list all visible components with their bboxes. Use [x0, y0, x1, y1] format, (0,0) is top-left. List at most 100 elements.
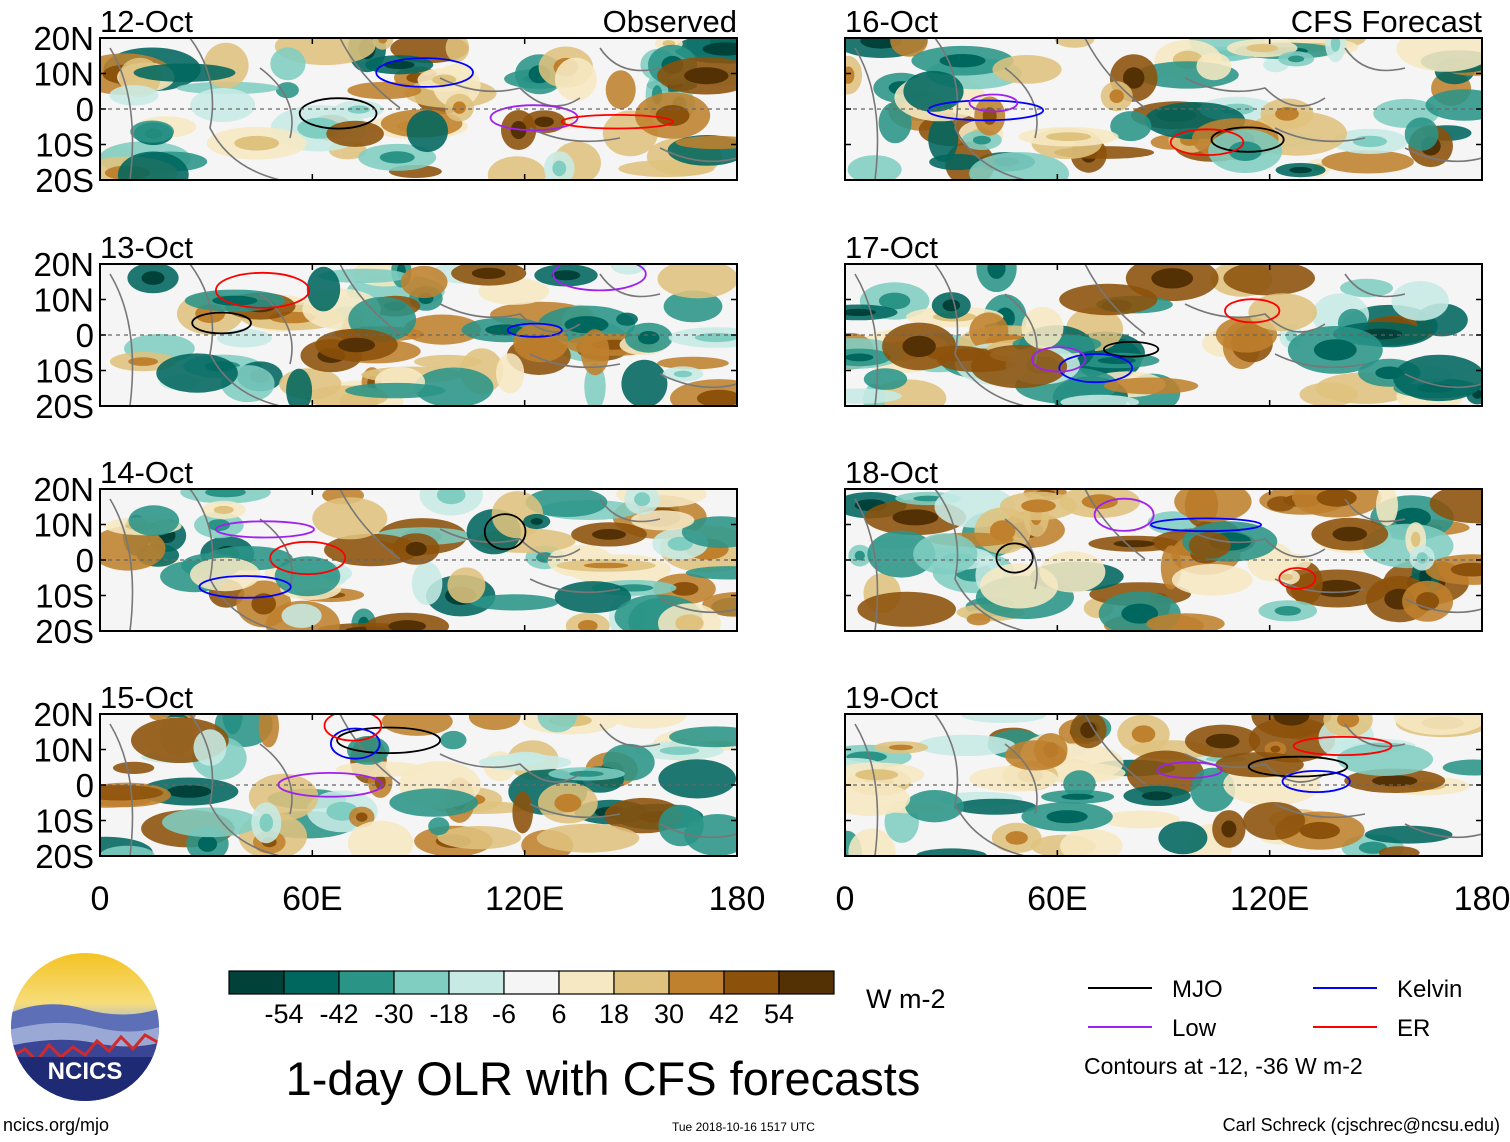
olr-panel: 19-Oct [844, 680, 1483, 857]
x-tick-label: 0 [836, 880, 855, 918]
x-axis-tick-labels: 0 60E 120E 180 0 60E 120E 180 [91, 880, 1510, 918]
figure-title: 1-day OLR with CFS forecasts [286, 1052, 921, 1105]
panel-date-label: 19-Oct [845, 680, 938, 715]
column-header: Observed [603, 4, 737, 39]
y-tick-label: 10S [35, 353, 94, 390]
panel-date-label: 13-Oct [100, 230, 193, 265]
coastline [854, 714, 1482, 856]
legend-label: Low [1172, 1015, 1217, 1042]
contour [1169, 128, 1245, 156]
panel-date-label: 14-Oct [100, 455, 193, 490]
contour [1156, 761, 1223, 779]
panel-date-label: 16-Oct [845, 4, 938, 39]
olr-panel: 16-Oct CFS Forecast [844, 4, 1483, 181]
contour [483, 513, 527, 551]
contour [198, 575, 292, 599]
contour [336, 726, 442, 754]
y-tick-label: 10N [33, 507, 94, 544]
colorbar-tick-label: -6 [492, 999, 516, 1029]
colorbar-tick-label: -54 [264, 999, 303, 1029]
contour [1278, 567, 1317, 590]
coastline [109, 38, 737, 180]
coastline [854, 489, 1482, 631]
colorbar-swatch [228, 970, 285, 995]
contour [298, 97, 378, 130]
olr-field [100, 489, 737, 631]
contour [1247, 755, 1349, 778]
olr-panel: 17-Oct [844, 230, 1483, 407]
contour [191, 311, 252, 335]
contour [215, 271, 310, 309]
y-tick-label: 20S [35, 162, 94, 199]
y-tick-label: 20S [35, 613, 94, 650]
colorbar-tick-label: 54 [764, 999, 794, 1029]
panel-date-label: 12-Oct [100, 4, 193, 39]
colorbar-tick-label: -42 [319, 999, 358, 1029]
olr-field [100, 714, 737, 856]
colorbar-swatch [778, 970, 835, 995]
olr-field [845, 489, 1482, 631]
x-tick-label: 180 [709, 880, 766, 918]
olr-field [845, 714, 1482, 856]
colorbar-tick-label: -18 [429, 999, 468, 1029]
colorbar-swatch [338, 970, 395, 995]
colorbar-swatch [393, 970, 450, 995]
y-tick-label: 20S [35, 388, 94, 425]
contour [269, 540, 347, 576]
legend: MJO Kelvin Low ER [1088, 976, 1462, 1042]
panel-date-label: 18-Oct [845, 455, 938, 490]
olr-field [845, 38, 1482, 180]
y-tick-label: 20N [33, 20, 94, 57]
contour [968, 93, 1019, 113]
contour [1102, 341, 1160, 358]
colorbar-tick-label: 6 [551, 999, 566, 1029]
contour [926, 99, 1045, 122]
colorbar: -54 -42 -30 -18 -6 6 18 30 42 54 [228, 970, 835, 1029]
colorbar-swatch [558, 970, 615, 995]
y-tick-label: 0 [76, 317, 94, 354]
legend-label: MJO [1172, 976, 1223, 1003]
contour [1058, 353, 1133, 384]
contour [214, 520, 315, 539]
panel-date-label: 15-Oct [100, 680, 193, 715]
y-tick-label: 10N [33, 56, 94, 93]
y-tick-label: 20N [33, 246, 94, 283]
colorbar-tick-label: 30 [654, 999, 684, 1029]
contour [560, 113, 674, 130]
ncics-logo: NCICS [11, 953, 159, 1101]
x-tick-label: 180 [1454, 880, 1510, 918]
olr-panel: 18-Oct [844, 455, 1483, 632]
contour [1281, 770, 1351, 794]
olr-field [845, 264, 1482, 406]
legend-label: Kelvin [1397, 976, 1462, 1003]
y-tick-label: 10N [33, 282, 94, 319]
y-tick-label: 0 [76, 542, 94, 579]
contour [552, 264, 647, 292]
contour [323, 714, 383, 742]
contour [375, 57, 474, 88]
contour [995, 542, 1034, 574]
contour [1224, 298, 1281, 324]
coastline [109, 264, 737, 406]
y-tick-label: 10S [35, 578, 94, 615]
footer-author: Carl Schreck (cjschrec@ncsu.edu) [1222, 1115, 1500, 1135]
x-tick-label: 60E [282, 880, 343, 918]
colorbar-units: W m-2 [866, 984, 945, 1014]
contour [1093, 497, 1155, 532]
logo-text: NCICS [48, 1058, 123, 1085]
footer-timestamp: Tue 2018-10-16 1517 UTC [672, 1120, 815, 1134]
colorbar-tick-label: 18 [599, 999, 629, 1029]
coastline [854, 38, 1482, 180]
colorbar-tick-label: 42 [709, 999, 739, 1029]
x-tick-label: 120E [485, 880, 564, 918]
y-tick-label: 20S [35, 838, 94, 875]
colorbar-swatch [448, 970, 505, 995]
x-tick-label: 0 [91, 880, 110, 918]
panel-date-label: 17-Oct [845, 230, 938, 265]
y-tick-label: 0 [76, 91, 94, 128]
